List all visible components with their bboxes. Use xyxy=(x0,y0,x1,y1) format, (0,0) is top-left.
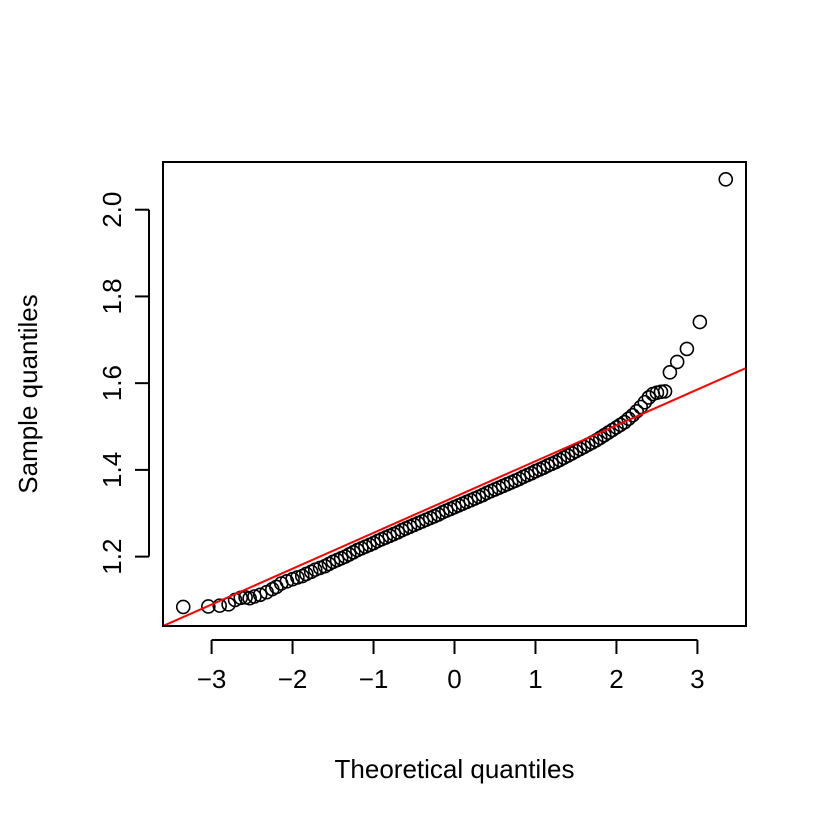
y-tick-label: 1.6 xyxy=(97,365,127,401)
x-tick-label: 2 xyxy=(609,664,623,694)
data-point xyxy=(637,394,653,410)
reference-line xyxy=(163,367,746,626)
data-point xyxy=(679,341,695,357)
data-point xyxy=(212,598,227,613)
x-tick-label: 3 xyxy=(690,664,704,694)
y-tick-label: 2.0 xyxy=(97,192,127,228)
data-point xyxy=(592,430,608,446)
y-tick-label: 1.8 xyxy=(97,278,127,314)
x-tick-label: −2 xyxy=(278,664,308,694)
x-tick-label: 0 xyxy=(447,664,461,694)
x-tick-label: −1 xyxy=(359,664,389,694)
data-point xyxy=(657,384,673,399)
data-point xyxy=(629,404,644,419)
x-axis-label: Theoretical quantiles xyxy=(335,754,575,784)
y-axis: 1.2 1.4 1.6 1.8 2.0 xyxy=(97,192,150,575)
y-tick-label: 1.4 xyxy=(97,452,127,488)
y-axis-label: Sample quantiles xyxy=(13,294,43,493)
data-point xyxy=(662,365,678,380)
x-tick-label: 1 xyxy=(528,664,542,694)
data-point xyxy=(175,599,191,615)
data-point xyxy=(201,599,216,614)
x-tick-label: −3 xyxy=(197,664,227,694)
data-point xyxy=(621,411,636,427)
x-axis: −3 −2 −1 0 1 2 3 xyxy=(197,639,705,694)
data-point xyxy=(641,390,657,405)
points-layer xyxy=(175,172,734,615)
data-point xyxy=(669,354,685,370)
reference-line-layer xyxy=(163,367,746,626)
data-point xyxy=(692,314,708,330)
data-point xyxy=(718,172,734,187)
plot-frame xyxy=(162,161,747,627)
data-point xyxy=(596,427,612,443)
y-tick-label: 1.2 xyxy=(97,539,127,575)
data-point xyxy=(252,587,268,603)
